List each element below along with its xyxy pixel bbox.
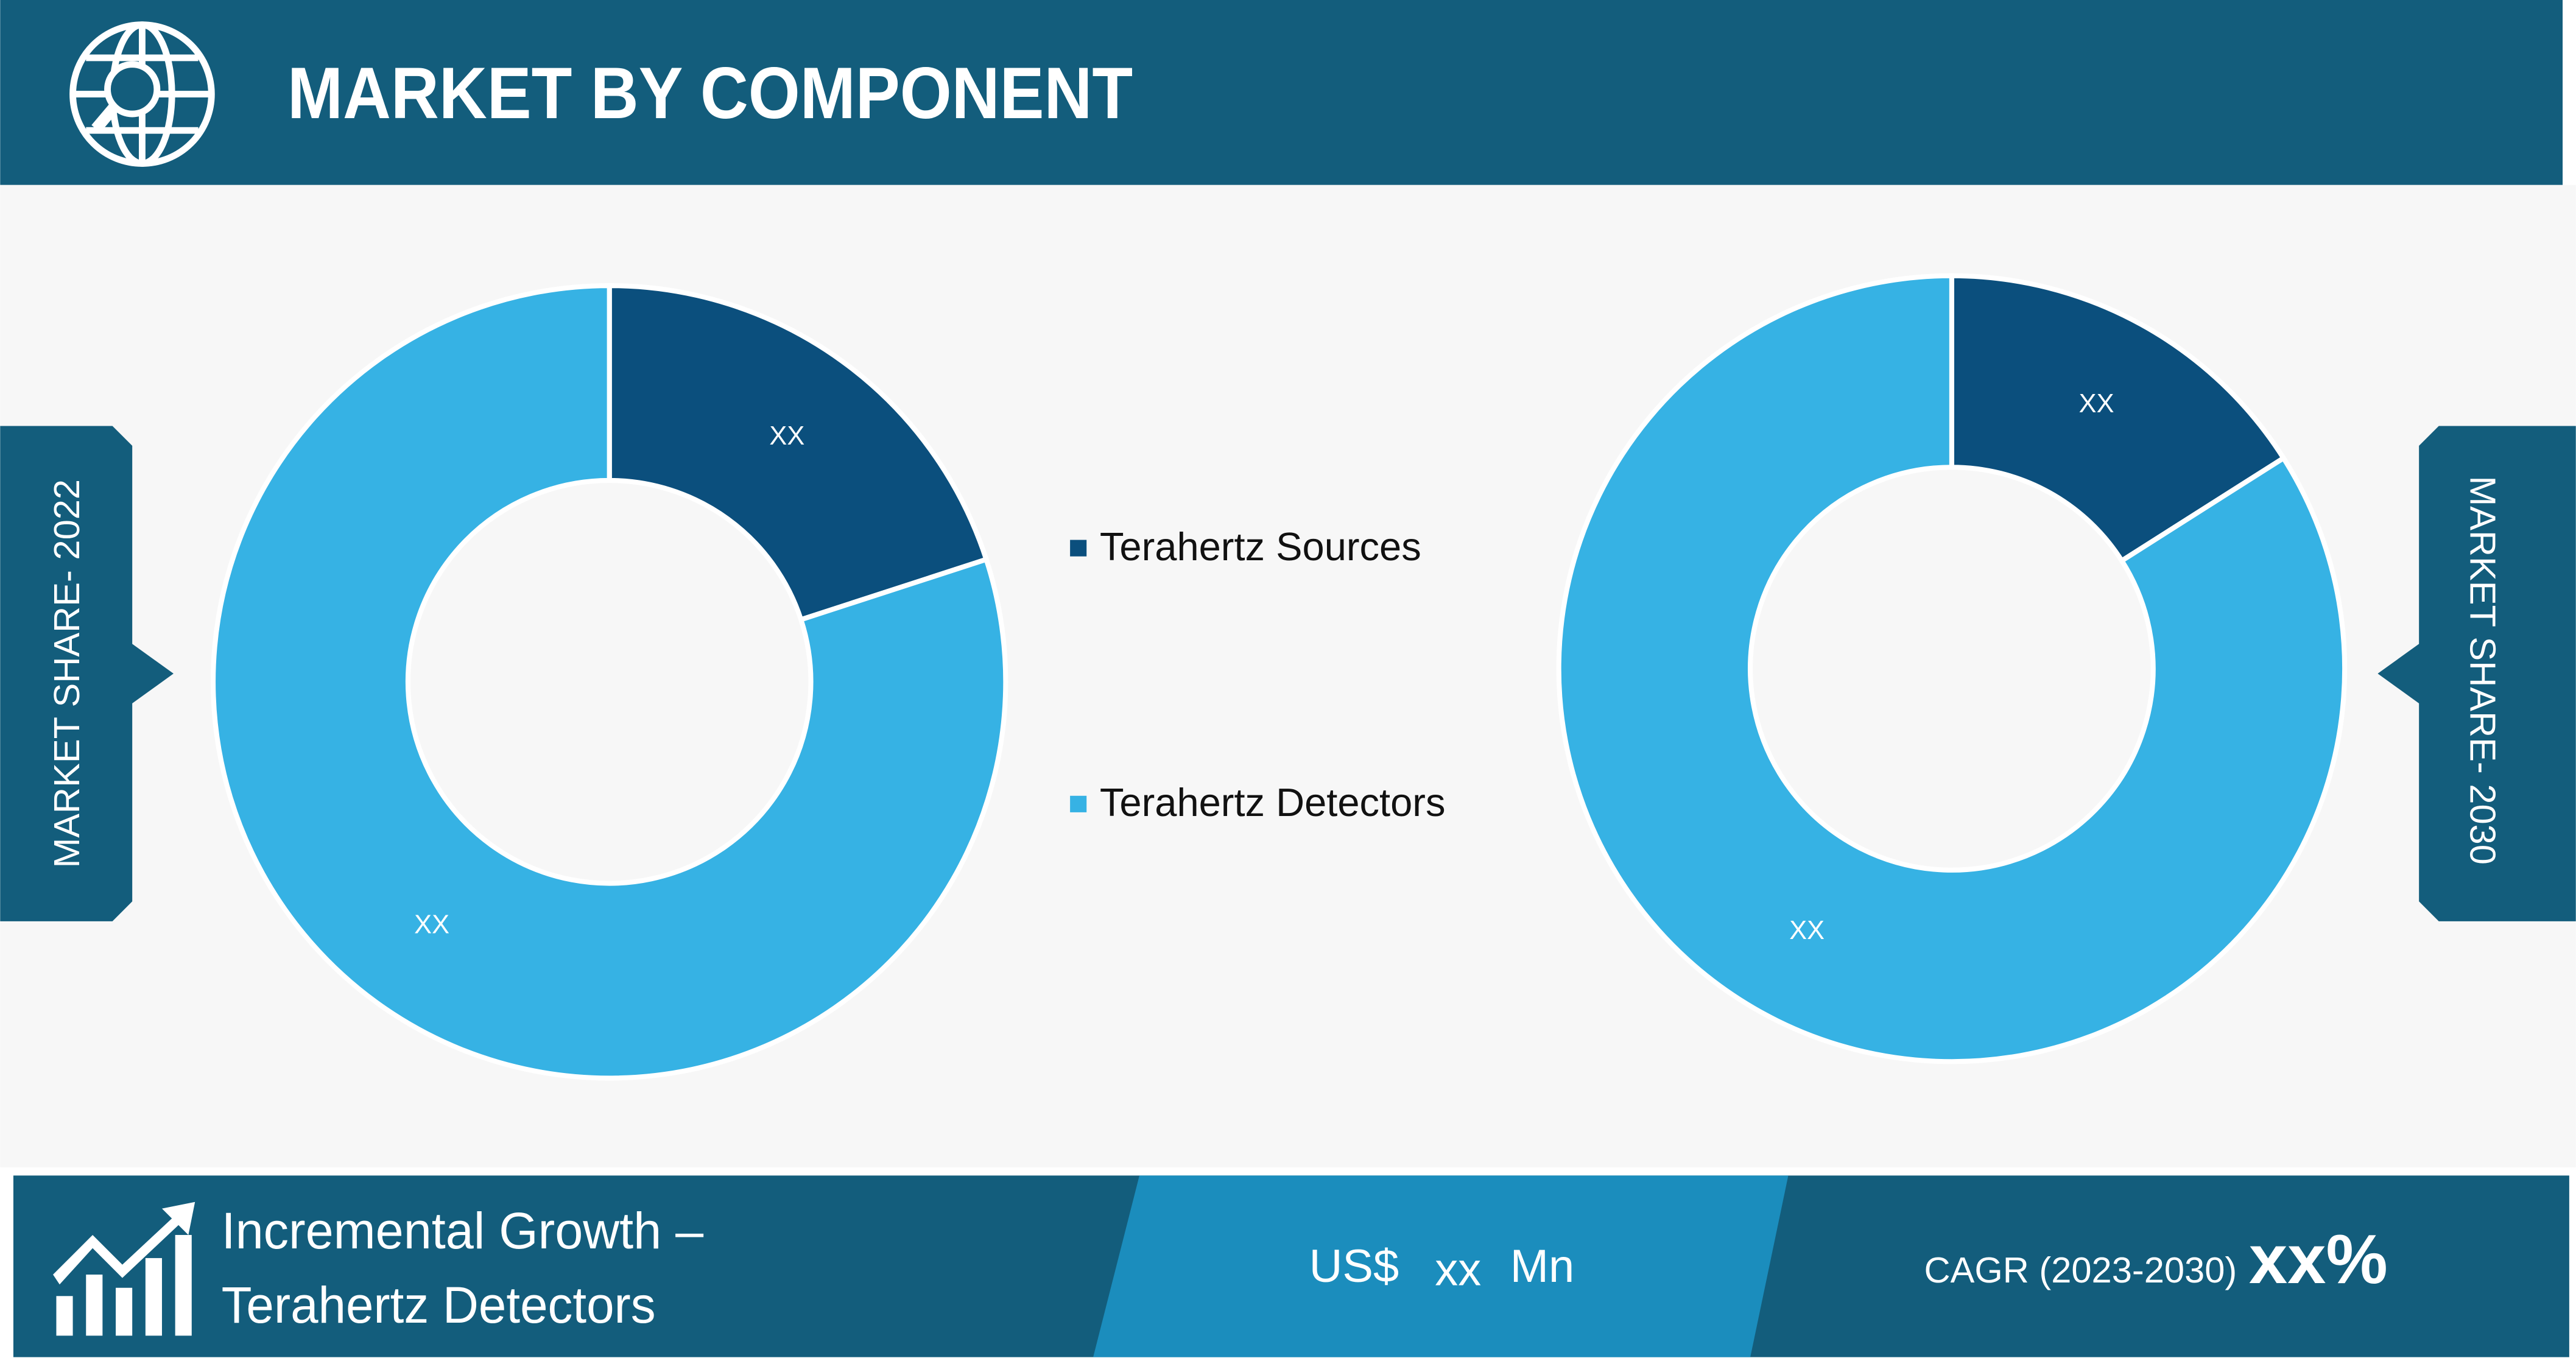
unit: Mn xyxy=(1510,1240,1574,1292)
globe-icon xyxy=(69,21,215,167)
footer-middle xyxy=(1093,1175,1789,1357)
donut-slice xyxy=(1556,273,2348,1064)
donut-slice xyxy=(607,283,990,623)
header-bar xyxy=(0,0,2563,185)
right-tab xyxy=(2377,426,2576,921)
charts: XX XX XX XX xyxy=(210,273,2348,1081)
growth-segment: Terahertz Detectors xyxy=(222,1276,656,1334)
slice-label: XX xyxy=(1789,916,1825,945)
cagr-value: xx% xyxy=(2249,1221,2388,1298)
chart-title: MARKET SHARE- 2022 xyxy=(46,479,87,868)
growth-icon xyxy=(53,1201,195,1336)
chart-title: MARKET SHARE- 2030 xyxy=(2463,476,2504,865)
left-tab xyxy=(0,426,174,921)
slice-label: XX xyxy=(769,421,804,451)
legend-swatch xyxy=(1070,795,1087,812)
cagr-label: CAGR (2023-2030) xyxy=(1924,1250,2237,1290)
legend: Terahertz Sources Terahertz Detectors xyxy=(1070,524,1446,825)
growth-label: Incremental Growth – xyxy=(222,1202,704,1259)
legend-label: Terahertz Sources xyxy=(1100,524,1421,569)
donut-slice xyxy=(210,283,1008,1081)
legend-swatch xyxy=(1070,540,1087,557)
donut-slice xyxy=(1949,273,2287,565)
header-title: MARKET BY COMPONENT xyxy=(287,53,1133,134)
slice-label: XX xyxy=(414,910,449,940)
currency: US$ xyxy=(1309,1240,1399,1292)
legend-label: Terahertz Detectors xyxy=(1100,780,1446,825)
slice-label: XX xyxy=(2079,389,2114,418)
amount: xx xyxy=(1435,1244,1481,1295)
